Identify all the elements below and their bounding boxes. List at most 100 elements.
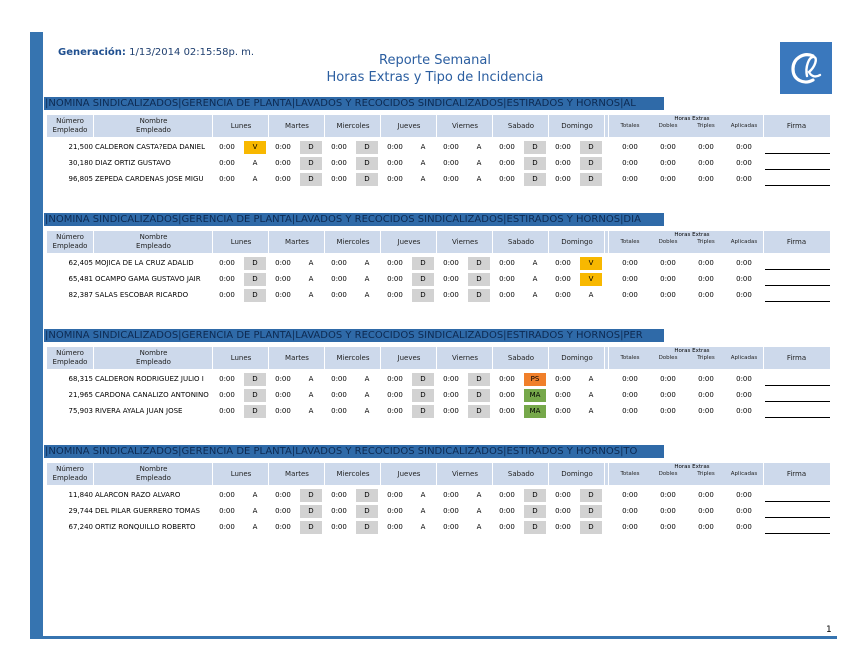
header-separator [380, 463, 381, 485]
day-hours: 0:00 [443, 507, 459, 515]
generation-info: Generación: 1/13/2014 02:15:58p. m. [58, 47, 254, 58]
header-dobles: Dobles [658, 123, 678, 129]
incidence-status-badge: A [252, 491, 258, 499]
day-hours: 0:00 [387, 275, 403, 283]
day-hours: 0:00 [443, 291, 459, 299]
day-hours: 0:00 [499, 375, 515, 383]
header-dobles: Dobles [658, 355, 678, 361]
incidence-status-badge: D [468, 273, 490, 286]
table-row: 65,481 OCAMPO GAMA GUSTAVO JAIR 0:00 D 0:00 A… [47, 273, 830, 286]
employee-name: CALDERON CASTA?EDA DANIEL [95, 143, 205, 151]
header-separator [212, 463, 213, 485]
group-title: |NOMINA SINDICALIZADOS|GERENCIA DE PLANT… [44, 213, 664, 226]
signature-line [765, 501, 830, 502]
incidence-status-badge: A [420, 175, 426, 183]
day-hours: 0:00 [499, 275, 515, 283]
header-day: Sabado [507, 238, 535, 246]
day-hours: 0:00 [387, 175, 403, 183]
day-hours: 0:00 [555, 175, 571, 183]
incidence-status-badge: A [364, 407, 370, 415]
header-nombre-line2: Empleado [136, 242, 171, 250]
incidence-status-badge: MA [524, 389, 546, 402]
incidence-status-badge: D [356, 489, 378, 502]
header-separator [324, 231, 325, 253]
day-hours: 0:00 [219, 159, 235, 167]
employee-name: SALAS ESCOBAR RICARDO [95, 291, 189, 299]
day-hours: 0:00 [443, 143, 459, 151]
day-hours: 0:00 [331, 275, 347, 283]
incidence-status-badge: A [476, 507, 482, 515]
day-hours: 0:00 [443, 491, 459, 499]
incidence-status-badge: A [420, 507, 426, 515]
header-separator [212, 231, 213, 253]
employee-name: ZEPEDA CARDENAS JOSE MIGU [95, 175, 204, 183]
table-row: 75,903 RIVERA AYALA JUAN JOSE 0:00 D 0:00 A 0:… [47, 405, 830, 418]
group-title-text: |NOMINA SINDICALIZADOS|GERENCIA DE PLANT… [45, 446, 638, 457]
incidence-status-badge: D [412, 273, 434, 286]
header-day: Miercoles [336, 122, 370, 130]
applied-hours: 0:00 [736, 259, 752, 267]
header-day: Viernes [451, 238, 479, 246]
incidence-status-badge: D [468, 405, 490, 418]
signature-line [765, 269, 830, 270]
header-separator [436, 231, 437, 253]
employee-name: DEL PILAR GUERRERO TOMAS [95, 507, 200, 515]
header-separator [604, 463, 605, 485]
table-row: 21,500 CALDERON CASTA?EDA DANIEL 0:00 V 0:00… [47, 141, 830, 154]
total-hours: 0:00 [622, 159, 638, 167]
total-hours: 0:00 [622, 407, 638, 415]
triple-hours: 0:00 [698, 507, 714, 515]
day-hours: 0:00 [387, 407, 403, 415]
signature-line [765, 385, 830, 386]
incidence-status-badge: D [468, 257, 490, 270]
incidence-status-badge: A [420, 523, 426, 531]
double-hours: 0:00 [660, 175, 676, 183]
incidence-status-badge: D [412, 389, 434, 402]
day-hours: 0:00 [387, 259, 403, 267]
day-hours: 0:00 [499, 507, 515, 515]
generation-value: 1/13/2014 02:15:58p. m. [129, 47, 255, 58]
header-separator [492, 231, 493, 253]
incidence-status-badge: A [364, 391, 370, 399]
employee-name: MOJICA DE LA CRUZ ADALID [95, 259, 194, 267]
header-day: Domingo [561, 122, 593, 130]
day-hours: 0:00 [555, 507, 571, 515]
incidence-status-badge: A [308, 391, 314, 399]
report-subtitle: Horas Extras y Tipo de Incidencia [326, 70, 544, 85]
header-totales: Totales [620, 471, 640, 477]
day-hours: 0:00 [499, 159, 515, 167]
signature-line [765, 401, 830, 402]
incidence-status-badge: D [300, 521, 322, 534]
day-hours: 0:00 [555, 259, 571, 267]
triple-hours: 0:00 [698, 259, 714, 267]
incidence-status-badge: A [252, 175, 258, 183]
incidence-status-badge: D [300, 173, 322, 186]
header-nombre: Nombre Empleado [95, 463, 212, 487]
header-nombre-line2: Empleado [136, 358, 171, 366]
bottom-rule [30, 636, 837, 639]
header-day: Miercoles [336, 470, 370, 478]
incidence-status-badge: D [356, 157, 378, 170]
header-day: Domingo [561, 470, 593, 478]
incidence-status-badge: A [476, 159, 482, 167]
incidence-status-badge: D [524, 173, 546, 186]
header-horas-extras: Horas Extras [674, 348, 710, 354]
applied-hours: 0:00 [736, 391, 752, 399]
header-firma: Firma [786, 122, 807, 130]
incidence-status-badge: A [532, 291, 538, 299]
double-hours: 0:00 [660, 259, 676, 267]
incidence-status-badge: D [580, 157, 602, 170]
header-numero-line1: Número [56, 233, 84, 241]
incidence-status-badge: A [420, 143, 426, 151]
triple-hours: 0:00 [698, 407, 714, 415]
incidence-status-badge: V [580, 257, 602, 270]
double-hours: 0:00 [660, 275, 676, 283]
incidence-status-badge: A [420, 491, 426, 499]
incidence-status-badge: A [588, 375, 594, 383]
header-separator [492, 115, 493, 137]
applied-hours: 0:00 [736, 407, 752, 415]
day-hours: 0:00 [331, 407, 347, 415]
incidence-status-badge: D [412, 373, 434, 386]
day-hours: 0:00 [555, 143, 571, 151]
header-separator [604, 231, 605, 253]
